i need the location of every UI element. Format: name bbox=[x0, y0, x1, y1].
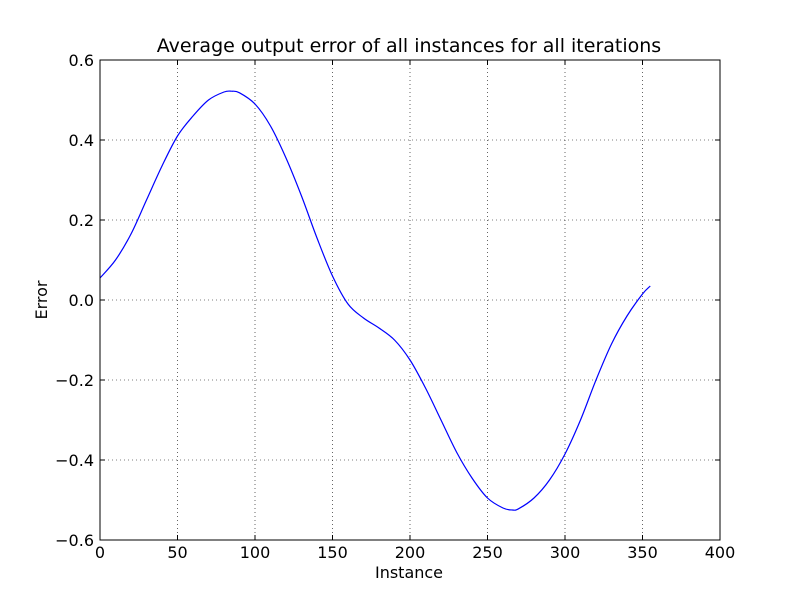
series-layer bbox=[99, 90, 651, 511]
x-tick-label: 150 bbox=[317, 543, 348, 562]
y-tick-label: 0.6 bbox=[69, 51, 94, 70]
y-tick-label: −0.4 bbox=[55, 451, 94, 470]
chart-title: Average output error of all instances fo… bbox=[157, 35, 661, 57]
y-tick-label: −0.6 bbox=[55, 531, 94, 550]
y-axis-label: Error bbox=[32, 280, 51, 319]
series-line bbox=[99, 90, 651, 511]
x-axis-label: Instance bbox=[375, 563, 443, 582]
y-tick-label: 0.2 bbox=[69, 211, 94, 230]
x-tick-label: 200 bbox=[395, 543, 426, 562]
x-tick-label: 400 bbox=[705, 543, 736, 562]
y-tick-label: 0.4 bbox=[69, 131, 94, 150]
x-tick-labels: 0 50 100 150 200 250 300 350 400 bbox=[95, 543, 735, 562]
x-tick-label: 300 bbox=[550, 543, 581, 562]
ticks bbox=[99, 59, 721, 541]
grid-lines bbox=[100, 60, 720, 540]
x-tick-label: 50 bbox=[167, 543, 187, 562]
x-tick-label: 250 bbox=[472, 543, 503, 562]
x-tick-label: 0 bbox=[95, 543, 105, 562]
x-tick-label: 100 bbox=[240, 543, 271, 562]
y-tick-label: 0.0 bbox=[69, 291, 94, 310]
y-tick-label: −0.2 bbox=[55, 371, 94, 390]
y-tick-labels: −0.6 −0.4 −0.2 0.0 0.2 0.4 0.6 bbox=[55, 51, 94, 550]
x-tick-label: 350 bbox=[627, 543, 658, 562]
